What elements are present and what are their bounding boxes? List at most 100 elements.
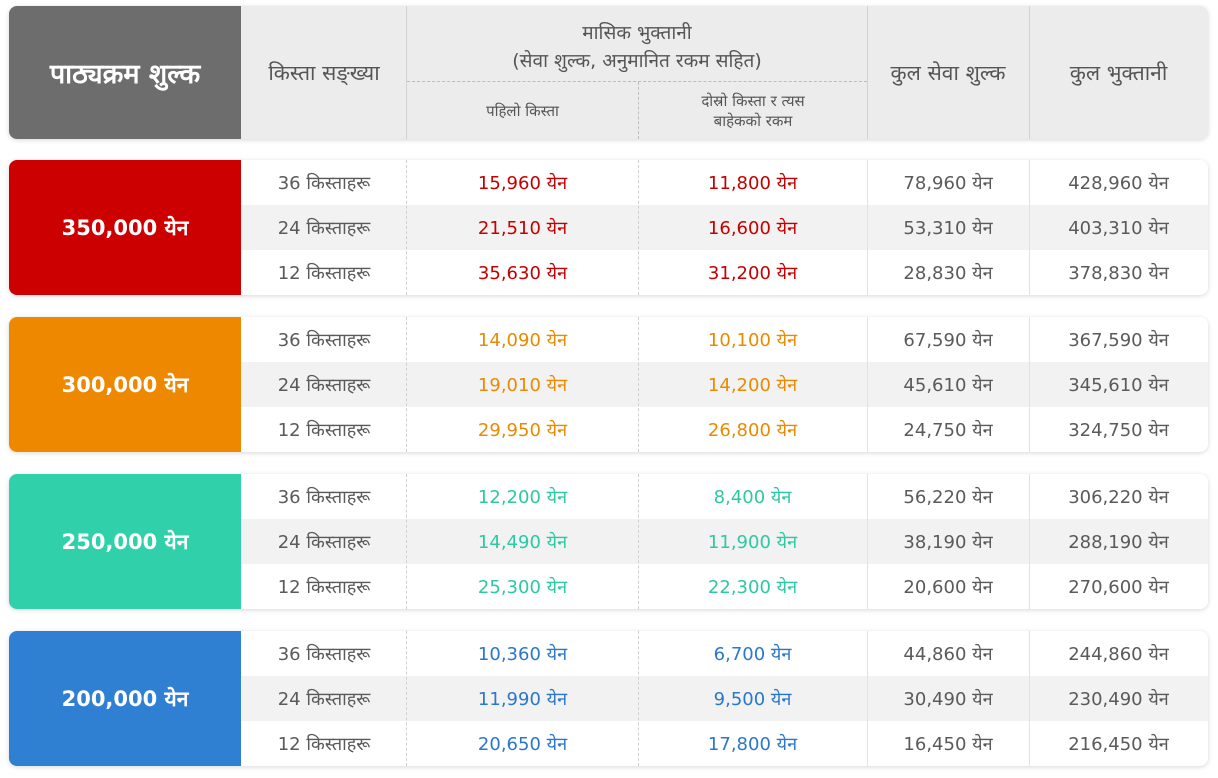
installment-count-cell: 36 किस्ताहरू: [277, 486, 371, 508]
table-row: 24 किस्ताहरू 14,490 येन 11,900 येन 38,190 य…: [241, 519, 1208, 564]
total-payment-cell: 367,590 येन: [1068, 329, 1169, 351]
column-divider: [406, 160, 407, 295]
table-row: 24 किस्ताहरू 21,510 येन 16,600 येन 53,310 य…: [241, 205, 1208, 250]
table-row: 36 किस्ताहरू 14,090 येन 10,100 येन 67,590 य…: [241, 317, 1208, 362]
first-installment-cell: 12,200 येन: [477, 486, 568, 508]
total-payment-cell: 378,830 येन: [1068, 262, 1169, 284]
header-divider: [1029, 6, 1030, 139]
installment-count-cell: 24 किस्ताहरू: [277, 531, 371, 553]
column-divider: [867, 160, 868, 295]
first-installment-cell: 20,650 येन: [477, 733, 568, 755]
second-installment-cell: 16,600 येन: [707, 217, 798, 239]
installment-count-cell: 36 किस्ताहरू: [277, 643, 371, 665]
first-installment-cell: 14,490 येन: [477, 531, 568, 553]
service-fee-cell: 45,610 येन: [903, 374, 993, 396]
course-fee-cell: 350,000 येन: [9, 160, 241, 295]
table-header: पाठ्यक्रम शुल्क किस्ता सङ्ख्या मासिक भुक…: [9, 6, 1208, 139]
monthly-payment-title: मासिक भुक्तानी: [582, 22, 692, 44]
price-group: 200,000 येन 36 किस्ताहरू 10,360 येन 6,700 य…: [9, 631, 1208, 766]
installment-count-cell: 36 किस्ताहरू: [277, 172, 371, 194]
first-installment-cell: 35,630 येन: [477, 262, 568, 284]
column-divider: [638, 317, 639, 452]
column-divider: [1029, 474, 1030, 609]
first-installment-label: पहिलो किस्ता: [486, 101, 559, 120]
table-row: 12 किस्ताहरू 35,630 येन 31,200 येन 28,830 य…: [241, 250, 1208, 295]
first-installment-cell: 21,510 येन: [477, 217, 568, 239]
table-row: 24 किस्ताहरू 11,990 येन 9,500 येन 30,490 ये…: [241, 676, 1208, 721]
column-divider: [867, 631, 868, 766]
service-fee-cell: 24,750 येन: [903, 419, 993, 441]
table-row: 12 किस्ताहरू 25,300 येन 22,300 येन 20,600 य…: [241, 564, 1208, 609]
price-group: 300,000 येन 36 किस्ताहरू 14,090 येन 10,100 …: [9, 317, 1208, 452]
table-row: 36 किस्ताहरू 12,200 येन 8,400 येन 56,220 ये…: [241, 474, 1208, 519]
total-payment-cell: 244,860 येन: [1068, 643, 1169, 665]
installment-count-cell: 12 किस्ताहरू: [277, 262, 371, 284]
installment-count-cell: 24 किस्ताहरू: [277, 217, 371, 239]
second-installment-cell: 26,800 येन: [707, 419, 798, 441]
service-fee-cell: 44,860 येन: [903, 643, 993, 665]
first-installment-cell: 14,090 येन: [477, 329, 568, 351]
second-installment-label-line1: दोस्रो किस्ता र त्यस: [701, 91, 805, 110]
table-row: 12 किस्ताहरू 29,950 येन 26,800 येन 24,750 य…: [241, 407, 1208, 452]
total-payment-cell: 288,190 येन: [1068, 531, 1169, 553]
header-subdivider-vertical: [638, 82, 639, 139]
total-payment-cell: 216,450 येन: [1068, 733, 1169, 755]
course-fee-cell: 200,000 येन: [9, 631, 241, 766]
second-installment-cell: 22,300 येन: [707, 576, 798, 598]
service-fee-cell: 56,220 येन: [903, 486, 993, 508]
service-fee-cell: 67,590 येन: [903, 329, 993, 351]
installment-count-cell: 24 किस्ताहरू: [277, 688, 371, 710]
installment-count-cell: 12 किस्ताहरू: [277, 419, 371, 441]
second-installment-cell: 9,500 येन: [713, 688, 792, 710]
installment-count-cell: 36 किस्ताहरू: [277, 329, 371, 351]
installment-count-header: किस्ता सङ्ख्या: [268, 60, 380, 85]
header-subdivider: [407, 81, 867, 82]
column-divider: [638, 631, 639, 766]
service-fee-cell: 38,190 येन: [903, 531, 993, 553]
table-row: 12 किस्ताहरू 20,650 येन 17,800 येन 16,450 य…: [241, 721, 1208, 766]
column-divider: [867, 474, 868, 609]
column-divider: [406, 474, 407, 609]
table-row: 36 किस्ताहरू 15,960 येन 11,800 येन 78,960 य…: [241, 160, 1208, 205]
second-installment-label-line2: बाहेकको रकम: [713, 111, 793, 130]
total-payment-cell: 306,220 येन: [1068, 486, 1169, 508]
header-divider: [867, 6, 868, 139]
total-payment-cell: 403,310 येन: [1068, 217, 1169, 239]
column-divider: [638, 474, 639, 609]
first-installment-cell: 15,960 येन: [477, 172, 568, 194]
course-fee-cell: 300,000 येन: [9, 317, 241, 452]
total-service-fee-header: कुल सेवा शुल्क: [890, 60, 1006, 85]
service-fee-cell: 28,830 येन: [903, 262, 993, 284]
column-divider: [867, 317, 868, 452]
total-payment-cell: 428,960 येन: [1068, 172, 1169, 194]
total-payment-cell: 270,600 येन: [1068, 576, 1169, 598]
first-installment-cell: 25,300 येन: [477, 576, 568, 598]
installment-count-cell: 24 किस्ताहरू: [277, 374, 371, 396]
first-installment-cell: 10,360 येन: [477, 643, 568, 665]
first-installment-cell: 19,010 येन: [477, 374, 568, 396]
total-payment-cell: 324,750 येन: [1068, 419, 1169, 441]
second-installment-cell: 11,900 येन: [707, 531, 798, 553]
table-title: पाठ्यक्रम शुल्क: [9, 6, 241, 139]
second-installment-header: दोस्रो किस्ता र त्यस बाहेकको रकम: [639, 82, 867, 139]
column-divider: [638, 160, 639, 295]
total-payment-cell: 345,610 येन: [1068, 374, 1169, 396]
column-divider: [1029, 160, 1030, 295]
service-fee-cell: 53,310 येन: [903, 217, 993, 239]
price-group: 350,000 येन 36 किस्ताहरू 15,960 येन 11,800 …: [9, 160, 1208, 295]
second-installment-cell: 6,700 येन: [713, 643, 792, 665]
price-group: 250,000 येन 36 किस्ताहरू 12,200 येन 8,400 य…: [9, 474, 1208, 609]
first-installment-cell: 11,990 येन: [477, 688, 568, 710]
second-installment-cell: 14,200 येन: [707, 374, 798, 396]
installment-count-cell: 12 किस्ताहरू: [277, 576, 371, 598]
course-fee-cell: 250,000 येन: [9, 474, 241, 609]
second-installment-cell: 8,400 येन: [713, 486, 792, 508]
column-divider: [1029, 317, 1030, 452]
first-installment-header: पहिलो किस्ता: [407, 82, 638, 139]
service-fee-cell: 16,450 येन: [903, 733, 993, 755]
second-installment-cell: 10,100 येन: [707, 329, 798, 351]
table-row: 36 किस्ताहरू 10,360 येन 6,700 येन 44,860 ये…: [241, 631, 1208, 676]
header-divider: [406, 6, 407, 139]
service-fee-cell: 78,960 येन: [903, 172, 993, 194]
monthly-payment-header: मासिक भुक्तानी (सेवा शुल्क, अनुमानित रकम…: [407, 14, 867, 80]
